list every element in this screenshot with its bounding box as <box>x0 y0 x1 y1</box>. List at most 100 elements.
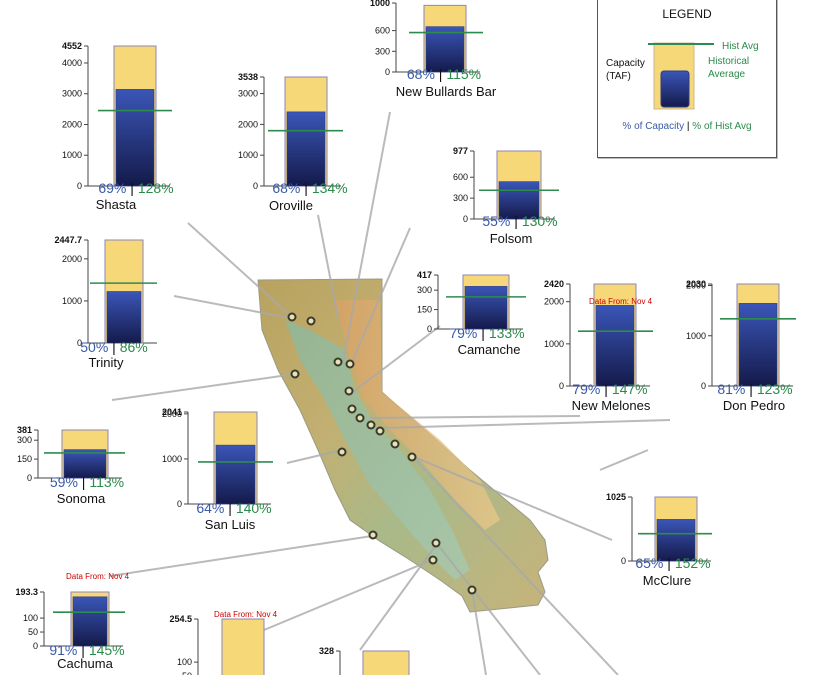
shasta-tick-label: 2000 <box>62 119 82 129</box>
new-bullards-bar-pct-hist-avg: 115% <box>446 66 482 82</box>
cachuma-name: Cachuma <box>57 656 113 671</box>
trinity-pct-capacity: 50% <box>80 339 109 355</box>
san-luis-tick-label: 2000 <box>162 409 182 419</box>
shasta-pct-hist-avg: 128% <box>137 180 174 196</box>
sonoma-storage-bar <box>63 449 107 479</box>
mcclure-tick-label: 0 <box>621 556 626 566</box>
reservoir-markers <box>287 312 477 595</box>
folsom-storage-bar <box>498 181 540 220</box>
trinity-percentages: 50% | 86% <box>54 339 174 355</box>
oroville-pct-capacity: 68% <box>272 180 301 196</box>
state-outline <box>257 278 549 613</box>
sonoma-pct-hist-avg: 113% <box>89 474 125 490</box>
san-luis-tick-label: 1000 <box>162 454 182 464</box>
leader-lines <box>109 111 671 675</box>
new-bullards-bar-pct-capacity: 68% <box>406 66 435 82</box>
shasta-storage-bar <box>115 89 155 187</box>
don-pedro-pct-capacity: 81% <box>717 381 746 397</box>
mcclure-tick-label: 1025 <box>606 492 626 502</box>
new-melones-tick-label: 2000 <box>544 297 564 307</box>
folsom-percentages: 55% | 130% <box>460 213 580 229</box>
shasta-tick-label: 0 <box>77 181 82 191</box>
new-melones-name: New Melones <box>571 398 651 413</box>
trinity-pct-hist-avg: 86% <box>119 339 148 355</box>
oroville-tick-label: 1000 <box>238 150 258 160</box>
new-bullards-bar-pct-separator: | <box>434 66 447 82</box>
reservoir-13-tick-label: 254.5 <box>169 614 192 624</box>
san-luis-storage-bar <box>215 444 256 505</box>
reservoir-14-tick-label: 200 <box>319 674 334 675</box>
shasta-name: Shasta <box>95 197 137 212</box>
cachuma-pct-separator: | <box>77 642 89 658</box>
legend-capacity-label: Capacity (TAF) <box>606 57 645 83</box>
folsom-name: Folsom <box>489 231 533 246</box>
cachuma-tick-label: 100 <box>23 613 38 623</box>
camanche-pct-separator: | <box>477 325 489 341</box>
legend-separator: | <box>686 121 690 132</box>
san-luis-percentages: 64% | 140% <box>174 500 294 516</box>
san-luis-pct-hist-avg: 140% <box>235 500 272 516</box>
sonoma-tick-label: 150 <box>17 454 32 464</box>
shasta-percentages: 69% | 128% <box>76 180 196 196</box>
sonoma-pct-capacity: 59% <box>49 474 78 490</box>
sonoma-tick-label: 300 <box>17 435 32 445</box>
shasta-pct-separator: | <box>126 180 138 196</box>
legend-percent-key: % of Capacity | % of Hist Avg <box>598 121 776 132</box>
oroville-tick-label: 3538 <box>238 72 258 82</box>
cachuma-storage-bar <box>72 596 108 647</box>
reservoir-14-capacity-bar <box>362 650 410 675</box>
new-bullards-bar-percentages: 68% | 115% <box>384 66 504 82</box>
sonoma-tick-label: 381 <box>17 425 32 435</box>
new-melones-pct-hist-avg: 147% <box>611 381 648 397</box>
don-pedro-pct-separator: | <box>745 381 757 397</box>
shasta-tick-label: 3000 <box>62 89 82 99</box>
new-bullards-bar-name: New Bullards Bar <box>395 84 497 99</box>
sonoma-pct-separator: | <box>77 474 90 490</box>
cachuma-tick-label: 50 <box>28 627 38 637</box>
san-luis-tick-label: 2041 <box>162 407 182 417</box>
legend-box: LEGEND Capacity (TAF) Hist Avg Historica… <box>597 0 777 158</box>
new-bullards-bar-tick-label: 300 <box>375 46 390 56</box>
don-pedro-percentages: 81% | 123% <box>695 381 815 397</box>
shasta-pct-capacity: 69% <box>98 180 127 196</box>
mcclure-percentages: 65% | 152% <box>613 555 733 571</box>
new-bullards-bar-storage-bar <box>425 26 465 73</box>
don-pedro-pct-hist-avg: 123% <box>756 381 793 397</box>
reservoir-13-capacity-bar <box>221 618 265 675</box>
oroville-name: Oroville <box>268 198 314 213</box>
don-pedro-tick-label: 2030 <box>686 279 706 289</box>
folsom-pct-separator: | <box>510 213 522 229</box>
oroville-pct-hist-avg: 134% <box>311 180 348 196</box>
reservoir-13-tick-label: 100 <box>177 657 192 667</box>
legend-historical-line2: Average <box>708 69 746 80</box>
don-pedro-tick-label: 0 <box>701 381 706 391</box>
reservoir-14-tick-label: 328 <box>319 646 334 656</box>
legend-capacity-line2: (TAF) <box>606 71 631 82</box>
san-luis-pct-capacity: 64% <box>196 500 225 516</box>
new-melones-percentages: 79% | 147% <box>550 381 670 397</box>
folsom-pct-capacity: 55% <box>482 213 511 229</box>
mcclure-pct-separator: | <box>663 555 675 571</box>
trinity-tick-label: 2000 <box>62 254 82 264</box>
new-melones-storage-bar <box>595 305 635 387</box>
new-melones-tick-label: 1000 <box>544 339 564 349</box>
new-bullards-bar-tick-label: 0 <box>385 67 390 77</box>
camanche-tick-label: 300 <box>417 285 432 295</box>
folsom-tick-label: 0 <box>463 214 468 224</box>
legend-bar-sample <box>648 42 714 110</box>
new-bullards-bar-tick-label: 1000 <box>370 0 390 8</box>
folsom-tick-label: 600 <box>453 172 468 182</box>
cachuma-pct-capacity: 91% <box>49 642 78 658</box>
mcclure-pct-capacity: 65% <box>635 555 664 571</box>
oroville-tick-label: 2000 <box>238 119 258 129</box>
san-luis-pct-separator: | <box>224 500 236 516</box>
camanche-tick-label: 0 <box>427 324 432 334</box>
oroville-pct-separator: | <box>300 180 312 196</box>
don-pedro-tick-label: 2000 <box>686 281 706 291</box>
trinity-tick-label: 0 <box>77 338 82 348</box>
new-melones-tick-label: 0 <box>559 381 564 391</box>
cachuma-tick-label: 0 <box>33 641 38 651</box>
camanche-tick-label: 150 <box>417 305 432 315</box>
mcclure-name: McClure <box>642 573 692 588</box>
